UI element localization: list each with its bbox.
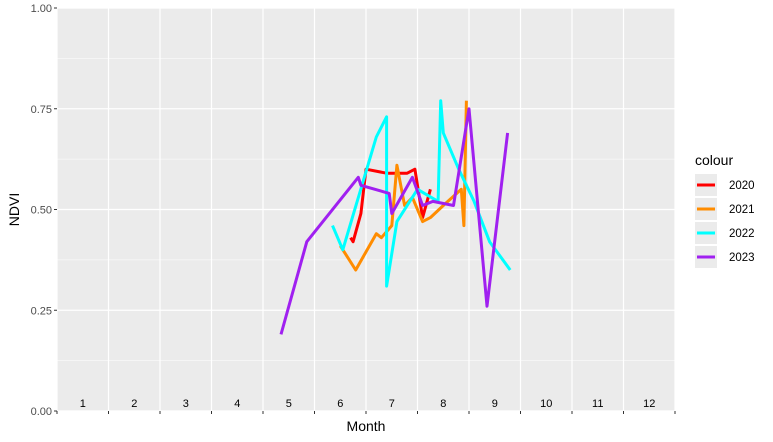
x-tick-label: 10: [540, 398, 552, 410]
series-line-2022: [331, 99, 512, 288]
legend-label-2021: 2021: [729, 204, 755, 216]
y-tick-label: 0.25: [31, 305, 52, 317]
y-axis-title: NDVI: [6, 193, 22, 226]
x-tick-label: 5: [286, 398, 292, 410]
y-tick-label: 0.00: [31, 406, 52, 418]
legend: colour 2020 2021 2022 2023: [695, 152, 755, 268]
series-lines: [279, 99, 512, 335]
y-tick-label: 0.75: [31, 104, 52, 116]
y-tick-label: 0.50: [31, 205, 52, 217]
x-tick-label: 12: [643, 398, 655, 410]
y-tick-label: 1.00: [31, 3, 52, 15]
x-tick-label: 11: [592, 398, 603, 410]
legend-label-2022: 2022: [729, 228, 755, 240]
x-tick-label: 4: [234, 398, 240, 410]
x-tick-label: 9: [492, 398, 498, 410]
x-axis-title: Month: [347, 418, 386, 434]
y-axis-ticks: 0.00 0.25 0.50 0.75 1.00: [31, 3, 57, 418]
x-tick-label: 2: [131, 398, 137, 410]
x-axis-ticks: 1 2 3 4 5 6 7 8 9 10 11 12: [56, 398, 676, 414]
x-tick-label: 1: [80, 398, 86, 410]
x-tick-label: 7: [389, 398, 395, 410]
legend-label-2020: 2020: [729, 180, 755, 192]
x-tick-label: 3: [183, 398, 189, 410]
x-tick-label: 6: [337, 398, 343, 410]
legend-title: colour: [695, 152, 733, 168]
series-line-2023: [279, 107, 510, 335]
x-tick-label: 8: [440, 398, 446, 410]
legend-label-2023: 2023: [729, 252, 755, 264]
